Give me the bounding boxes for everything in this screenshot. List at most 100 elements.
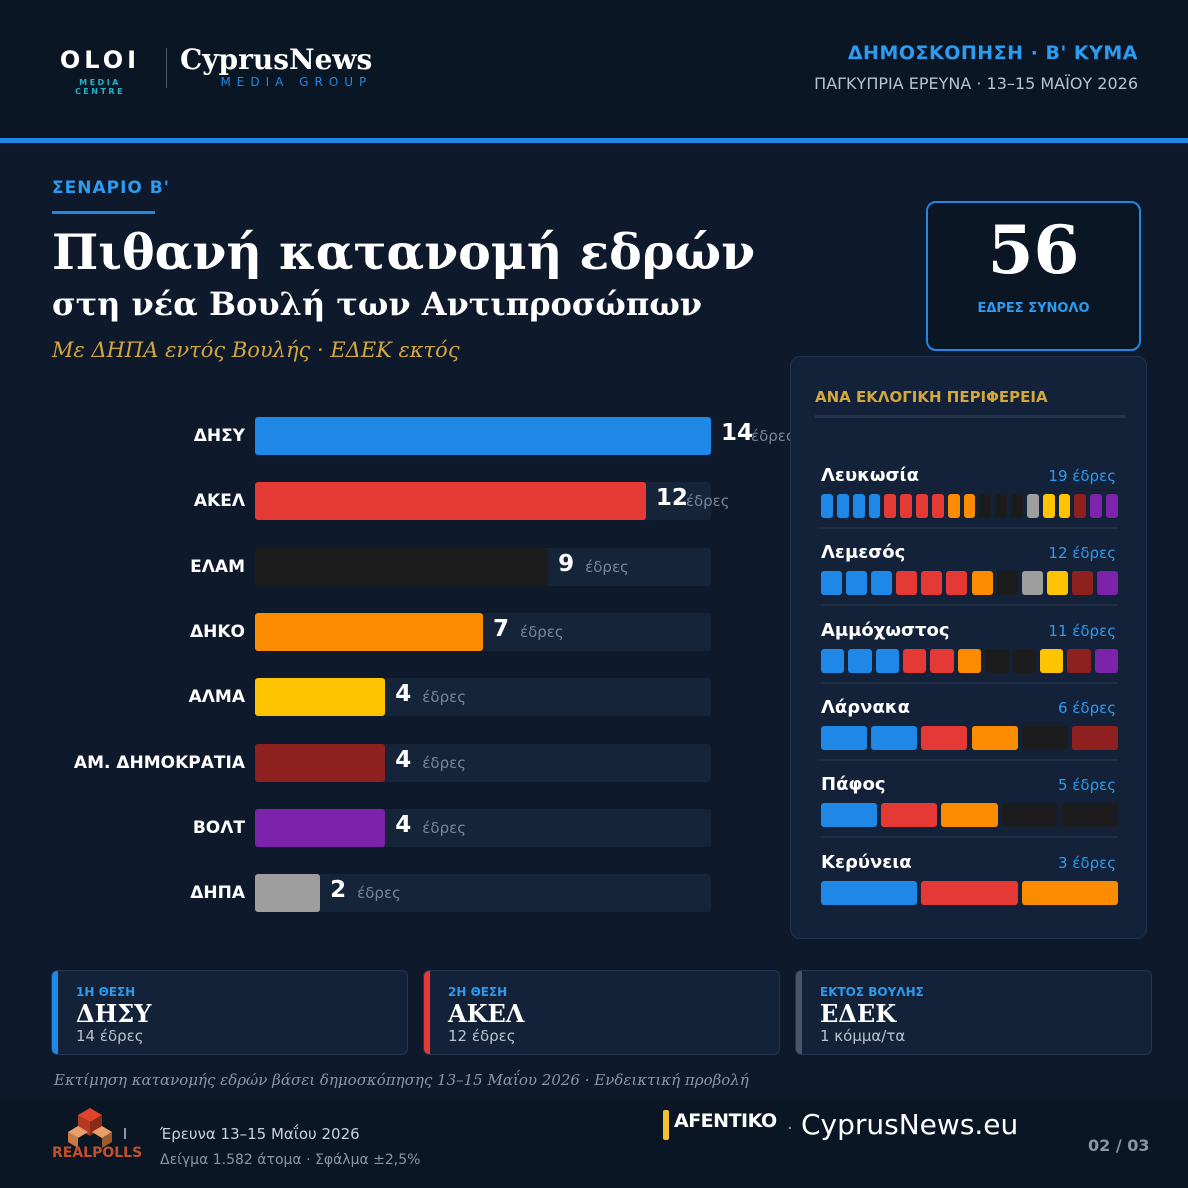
bar-value: 4 <box>395 681 412 708</box>
bar-label: ΕΛΑΜ <box>190 556 245 577</box>
bar-label: ΑΚΕΛ <box>193 491 245 512</box>
bar-label: ΔΗΣΥ <box>193 426 245 446</box>
card-accent <box>52 971 58 1054</box>
card-value: ΕΔΕΚ <box>820 999 897 1028</box>
card-value: ΑΚΕΛ <box>448 999 525 1028</box>
seat-block <box>1096 571 1118 596</box>
page-indicator: 02 / 03 <box>1088 1136 1150 1155</box>
bar <box>255 678 386 717</box>
bar-label: ΔΗΚΟ <box>189 621 245 642</box>
seat-block <box>1061 803 1118 828</box>
region-seat-count: 19 έδρες <box>1048 467 1116 485</box>
seat-block <box>1074 494 1087 518</box>
bar <box>255 547 549 586</box>
seat-block <box>916 494 928 518</box>
seat-block <box>947 494 960 518</box>
seat-block <box>1026 494 1039 518</box>
bar-value: 4 <box>395 746 412 773</box>
bar-label: ΔΗΠΑ <box>190 883 245 904</box>
seat-block <box>1021 571 1043 596</box>
seat-block <box>971 725 1018 750</box>
realpolls-wordmark: REALPOLLS <box>52 1145 143 1161</box>
region-divider <box>821 527 1118 529</box>
seat-block <box>875 648 900 673</box>
seat-block <box>1001 803 1058 828</box>
regions-title: ΑΝΑ ΕΚΛΟΓΙΚΗ ΠΕΡΙΦΕΡΕΙΑ <box>815 388 1048 406</box>
seat-block <box>848 648 872 673</box>
total-seats-value: 56 <box>987 211 1080 289</box>
card-accent <box>796 971 802 1054</box>
seat-block <box>852 494 865 518</box>
seat-block <box>1071 571 1093 596</box>
seat-block <box>821 571 843 596</box>
seat-block <box>903 648 927 673</box>
bar-label: ΑΛΜΑ <box>188 687 245 708</box>
seat-block <box>821 648 845 673</box>
seat-block <box>1021 725 1068 750</box>
card-key: 2Η ΘΕΣΗ <box>448 985 508 999</box>
scenario-label: ΣΕΝΑΡΙΟ Β' <box>52 178 170 198</box>
region-divider <box>821 681 1118 684</box>
page-title: Πιθανή κατανομή εδρών <box>52 223 756 281</box>
region-seat-count: 11 έδρες <box>1048 621 1116 640</box>
bar-value: 7 <box>493 615 510 642</box>
bar <box>255 612 483 651</box>
bar-value: 12 <box>655 485 688 512</box>
seat-block <box>1039 648 1064 673</box>
afentiko-logo: AFENTIKO <box>674 1110 777 1132</box>
bar-label: ΒΟΛΤ <box>192 817 245 838</box>
realpolls-logo-icon <box>68 1108 112 1148</box>
seat-block <box>900 494 913 518</box>
card-sub: 14 έδρες <box>76 1027 144 1045</box>
seat-block <box>995 494 1008 518</box>
region-divider <box>821 604 1118 607</box>
afentiko-icon <box>663 1110 669 1140</box>
seat-block <box>1071 725 1118 750</box>
bar-value: 9 <box>558 550 575 577</box>
seat-block <box>821 725 868 750</box>
bar-label: ΑΜ. ΔΗΜΟΚΡΑΤΙΑ <box>73 752 245 773</box>
cyprusnews-site: CyprusNews.eu <box>801 1108 1019 1141</box>
bar <box>255 482 646 521</box>
seat-block <box>1106 494 1118 518</box>
regions-title-rule <box>815 415 1125 418</box>
card-value: ΔΗΣΥ <box>76 999 152 1028</box>
region-divider <box>821 836 1118 839</box>
cyprusnews-title: CyprusNews <box>180 43 373 76</box>
bar <box>255 417 711 455</box>
region-name: Λεμεσός <box>821 542 906 564</box>
seat-block <box>1046 571 1068 596</box>
seat-block <box>921 725 968 750</box>
seat-block <box>1012 648 1036 673</box>
seat-block <box>881 803 938 828</box>
region-name: Αμμόχωστος <box>821 619 950 641</box>
seat-block <box>985 648 1009 673</box>
seat-block <box>979 494 992 518</box>
logo-divider <box>166 48 167 88</box>
seat-block <box>941 803 998 828</box>
summary-card: ΕΚΤΟΣ ΒΟΥΛΗΣ ΕΔΕΚ 1 κόμμα/τα <box>795 970 1152 1055</box>
region-seat-count: 3 έδρες <box>1057 853 1116 872</box>
cyprusnews-subtitle: MEDIA GROUP <box>220 75 373 89</box>
footer-dot: · <box>787 1118 793 1139</box>
seat-block <box>921 880 1018 905</box>
seat-block <box>821 803 878 828</box>
seat-block <box>1042 494 1055 518</box>
bar <box>255 808 386 847</box>
bar-unit-label: έδρες <box>422 688 466 707</box>
seat-block <box>921 571 943 596</box>
total-seats-box: 56 ΕΔΡΕΣ ΣΥΝΟΛΟ <box>926 201 1141 351</box>
seat-block <box>1021 880 1118 905</box>
header-accent-line <box>0 138 1188 143</box>
seat-block <box>868 494 881 518</box>
poll-label: ΔΗΜΟΣΚΟΠΗΣΗ · Β' ΚΥΜΑ <box>847 42 1138 64</box>
seat-block <box>1011 494 1023 518</box>
bar-unit-label: έδρες <box>751 427 795 445</box>
oloi-title: OLOI <box>59 46 141 74</box>
bar-unit-label: έδρες <box>585 557 629 576</box>
region-name: Λευκωσία <box>821 465 919 486</box>
poll-info: ΔΗΜΟΣΚΟΠΗΣΗ · Β' ΚΥΜΑ ΠΑΓΚΥΠΡΙΑ ΕΡΕΥΝΑ ·… <box>814 42 1138 93</box>
page-subtitle: στη νέα Βουλή των Αντιπροσώπων <box>52 285 702 323</box>
seat-block <box>963 494 976 518</box>
region-seat-count: 6 έδρες <box>1057 698 1116 717</box>
